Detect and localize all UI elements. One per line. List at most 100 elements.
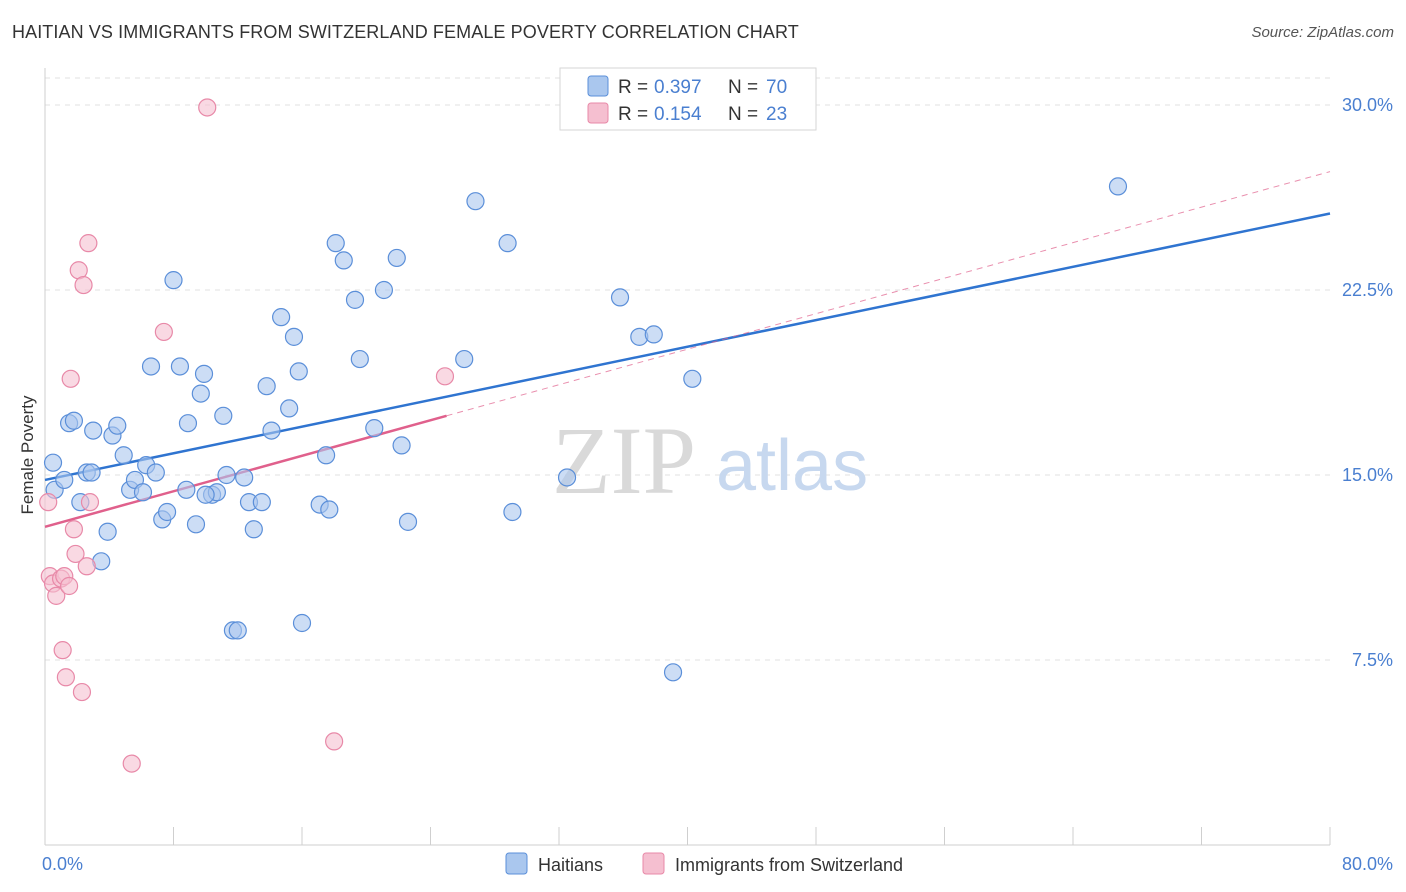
legend-swatch [587,75,609,97]
point-haitians [157,502,177,522]
point-switzerland [61,369,80,388]
point-haitians [326,234,345,253]
point-haitians [392,436,411,455]
bottom-legend: Haitians Immigrants from Switzerland [505,852,903,875]
point-haitians [82,463,101,482]
point-haitians [64,411,84,430]
point-haitians [164,271,183,290]
point-switzerland [64,520,84,539]
point-switzerland [80,493,100,512]
point-switzerland [72,682,92,702]
point-haitians [114,446,133,465]
point-haitians [374,280,394,300]
y-axis-label: Female Poverty [18,395,37,515]
point-haitians [141,357,161,376]
point-haitians [55,470,74,490]
point-switzerland [59,576,79,596]
point-haitians [503,502,522,522]
point-haitians [289,362,308,381]
point-haitians [350,349,369,369]
point-haitians [170,357,190,376]
chart-title: HAITIAN VS IMMIGRANTS FROM SWITZERLAND F… [12,22,799,42]
y-tick-label: 15.0% [1342,465,1393,485]
y-tick-label: 30.0% [1342,95,1393,115]
legend-n-label: N = [728,104,758,125]
point-haitians [244,520,263,539]
point-haitians [1108,177,1128,196]
legend-n-value: 23 [766,104,787,125]
point-haitians [292,613,312,633]
point-haitians [98,522,117,541]
x-tick-label-min: 0.0% [42,854,83,874]
trend-extension-switzerland [446,171,1331,417]
point-haitians [284,327,304,346]
point-haitians [214,406,233,425]
legend-r-label: R = [618,104,648,125]
point-haitians [387,248,406,268]
y-tick-labels: 7.5% 15.0% 22.5% 30.0% [1342,95,1393,670]
point-switzerland [47,586,66,605]
point-haitians [320,500,339,519]
legend-label-switzerland: Immigrants from Switzerland [675,855,903,875]
point-haitians [557,468,577,487]
point-haitians [217,465,236,485]
point-haitians [498,234,517,253]
point-haitians [228,621,247,640]
point-haitians [345,290,365,309]
legend-label-haitians: Haitians [538,855,603,875]
point-haitians [235,468,254,487]
legend-n-label: N = [728,77,758,98]
point-haitians [177,480,196,499]
legend-r-label: R = [618,77,648,98]
point-switzerland [77,557,96,576]
point-haitians [280,399,299,418]
point-switzerland [66,544,85,564]
trend-line-haitians [44,212,1331,482]
point-haitians [663,663,683,682]
point-haitians [191,384,210,403]
point-haitians [365,419,384,438]
point-haitians [272,308,291,327]
point-haitians [196,485,215,504]
y-tick-label: 7.5% [1352,650,1393,670]
point-haitians [466,192,485,211]
point-haitians [262,421,281,440]
point-haitians [257,377,276,396]
point-haitians [334,251,353,270]
point-haitians [398,512,418,531]
point-switzerland [325,732,344,751]
point-haitians [84,421,103,440]
point-switzerland [39,493,58,512]
point-switzerland [154,322,173,342]
point-switzerland [198,98,217,117]
point-haitians [178,414,198,433]
watermark: ZIP atlas [552,407,868,514]
point-switzerland [53,641,72,660]
point-haitians [43,453,63,472]
point-haitians [252,493,271,512]
legend-r-value: 0.397 [654,77,702,98]
watermark-zip: ZIP [552,407,696,514]
point-haitians [610,288,630,307]
point-switzerland [74,275,93,295]
watermark-atlas: atlas [716,426,868,506]
point-switzerland [435,367,455,386]
point-haitians [194,364,214,383]
point-switzerland [56,668,75,687]
point-switzerland [122,754,141,773]
point-haitians [146,463,165,482]
legend-n-value: 70 [766,77,787,98]
point-haitians [683,369,702,388]
point-haitians [316,446,336,465]
chart-source: Source: ZipAtlas.com [1251,24,1394,41]
legend-swatch-switzerland [642,852,665,875]
legend-swatch [587,102,609,124]
point-haitians [108,416,127,435]
data-points [39,98,1128,773]
x-tick-label-max: 80.0% [1342,854,1393,874]
point-haitians [186,515,206,534]
legend-swatch-haitians [505,852,528,875]
point-haitians [455,349,474,369]
axes [44,68,1331,846]
